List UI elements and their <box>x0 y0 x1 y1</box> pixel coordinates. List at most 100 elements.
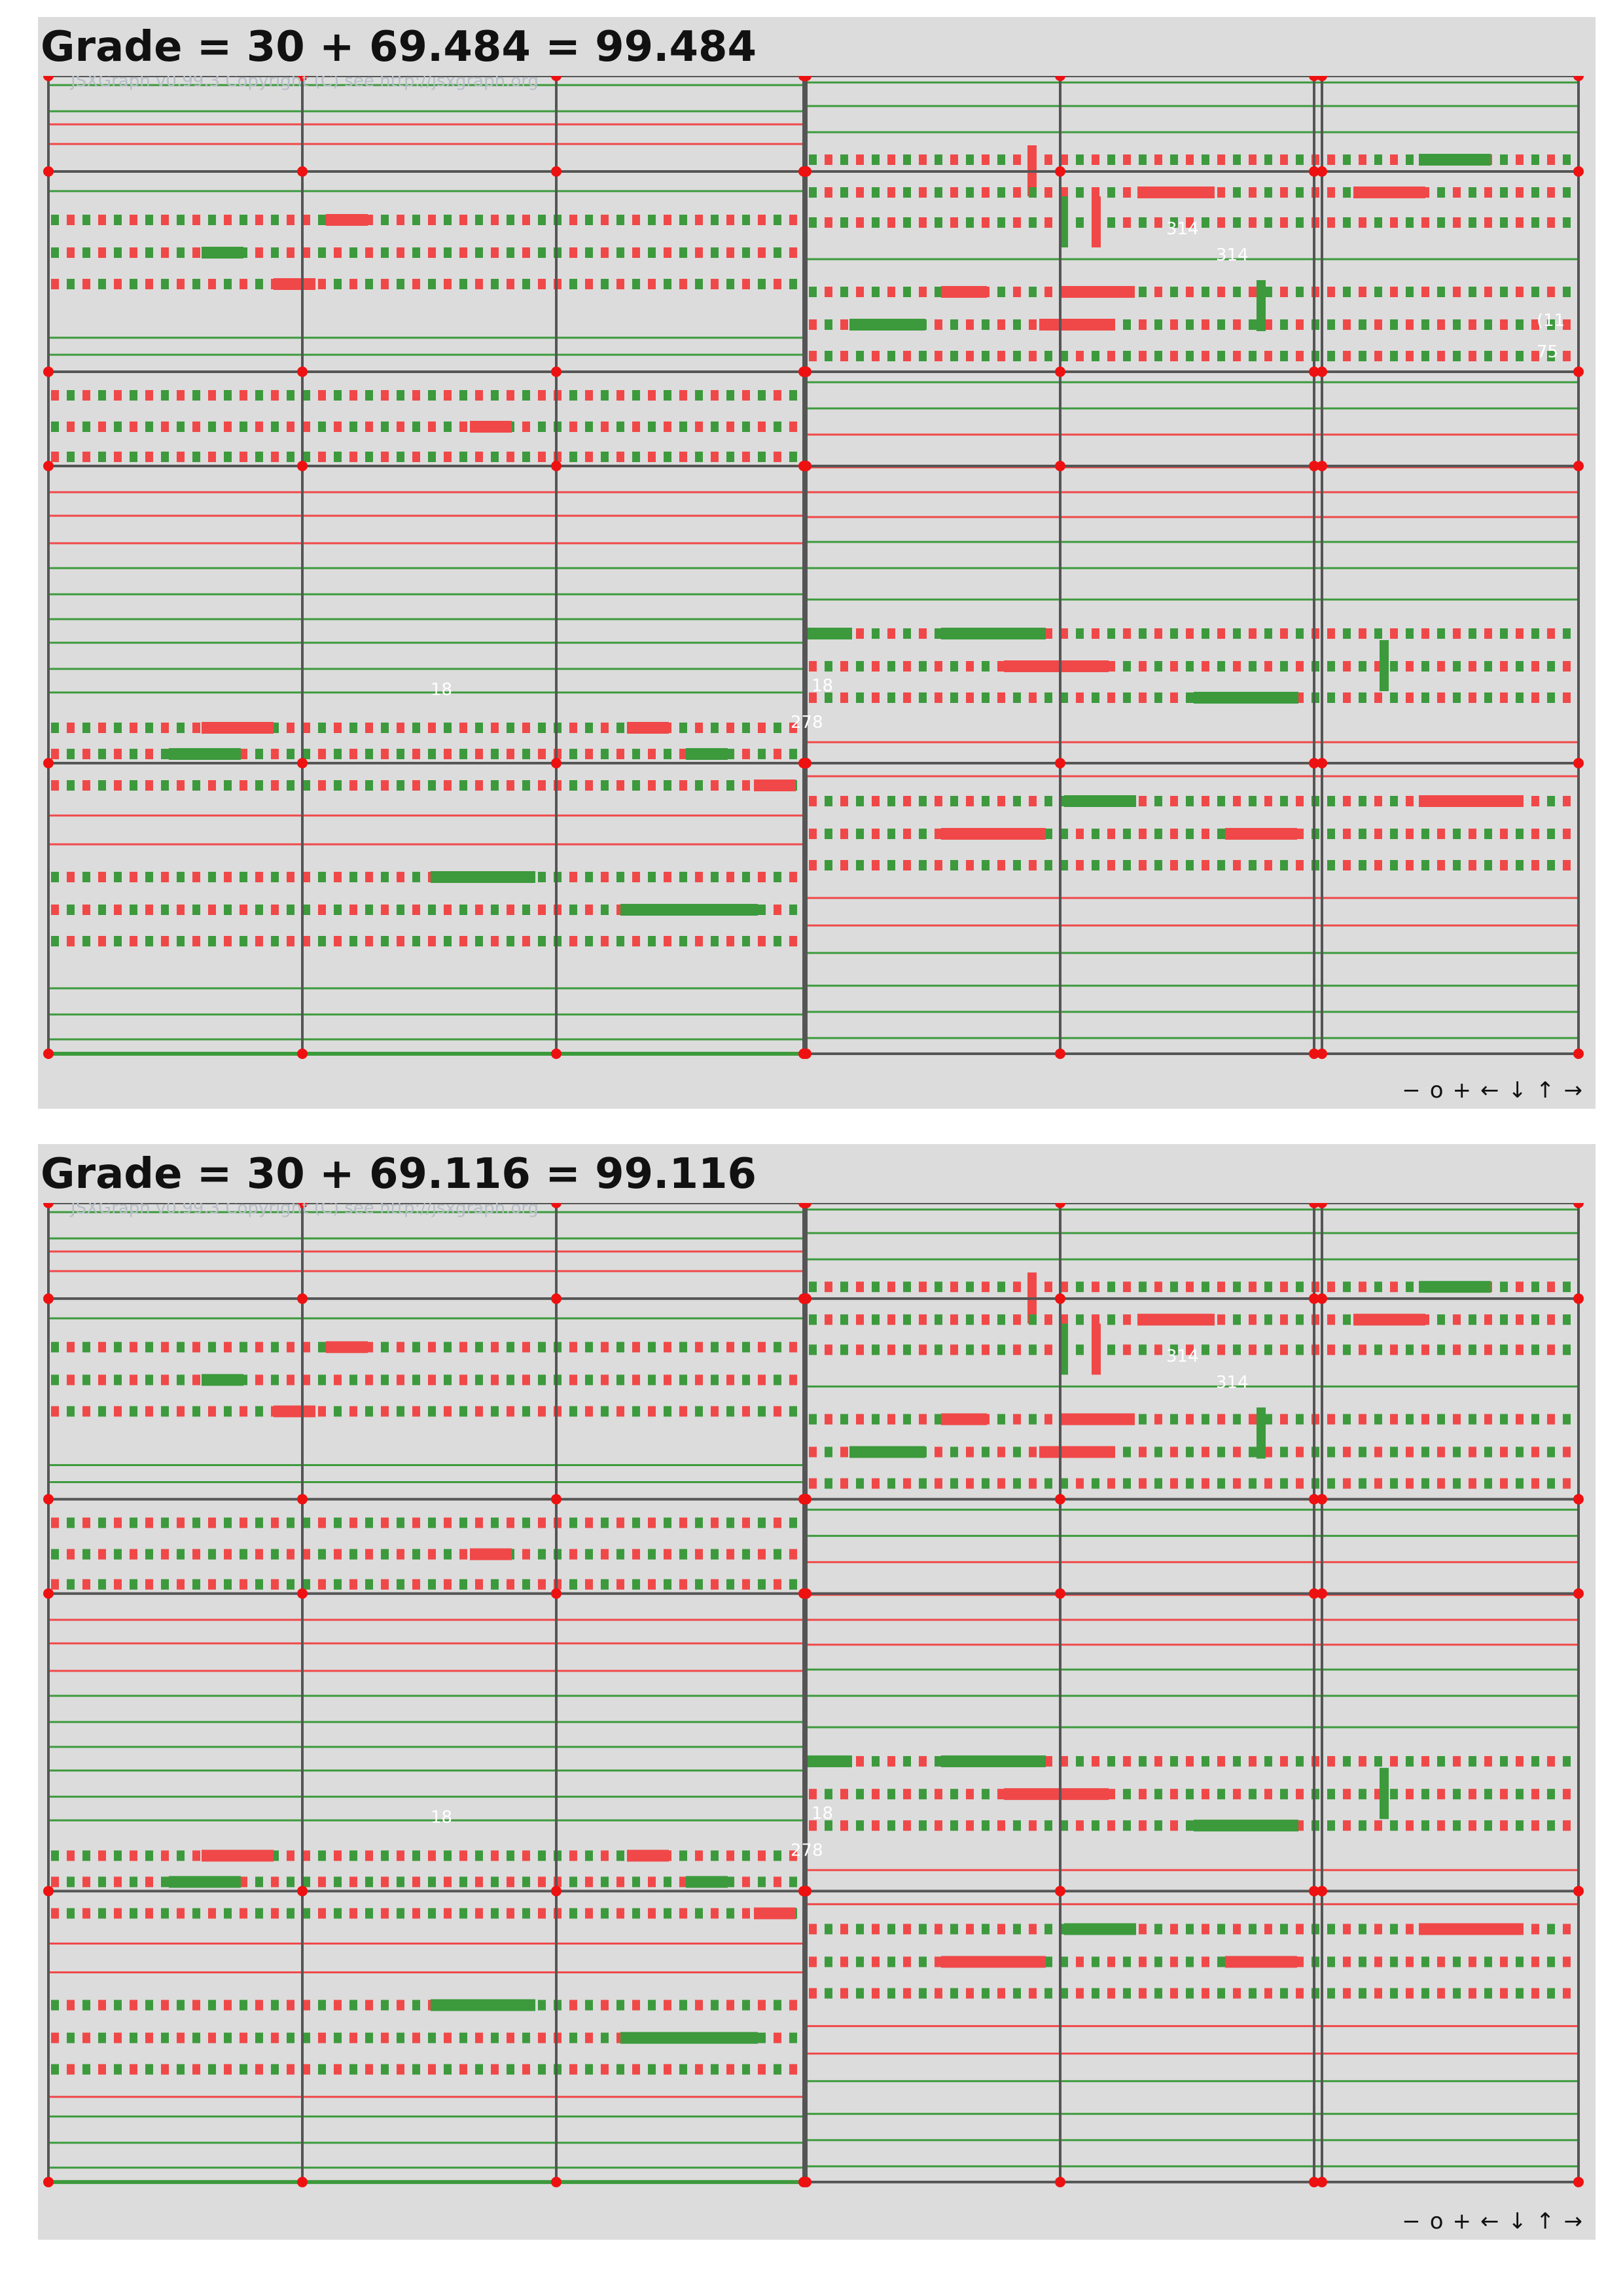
tile-bar <box>1257 1407 1266 1459</box>
jsxgraph-board[interactable]: JSXGraph v0.99.3 Copyright (C) see http:… <box>38 76 1596 1100</box>
tile-dot <box>130 905 137 915</box>
pan-up-button[interactable]: ↑ <box>1536 1077 1555 1103</box>
tile-dot <box>412 1876 420 1888</box>
pan-left-button[interactable]: ← <box>1480 2208 1499 2234</box>
tile-dot <box>1359 1282 1366 1293</box>
tile-dot <box>648 2000 656 2011</box>
tile-dot <box>774 2032 781 2043</box>
grid-point <box>1317 1293 1327 1304</box>
tile-dot <box>82 390 90 401</box>
tile-dot <box>695 1579 703 1590</box>
tile-dot <box>695 1342 703 1353</box>
tile-dot <box>711 215 719 225</box>
tile-dot <box>412 2000 420 2011</box>
tile-dot <box>1421 1446 1429 1458</box>
tile-dot <box>585 1876 593 1888</box>
tile-dot <box>919 187 927 198</box>
tile-dot <box>679 1908 687 1919</box>
tile-dot <box>177 452 185 462</box>
tile-dot <box>1296 1344 1304 1355</box>
tile-dot <box>51 1549 59 1560</box>
pan-left-button[interactable]: ← <box>1480 1077 1499 1103</box>
tile-dot <box>919 1789 927 1800</box>
tile-dot <box>271 905 279 915</box>
pan-down-button[interactable]: ↓ <box>1508 1077 1527 1103</box>
zoom-reset-button[interactable]: o <box>1429 1077 1444 1103</box>
zoom-out-button[interactable]: − <box>1402 1077 1421 1103</box>
tile-dot <box>585 1517 593 1528</box>
tile-dot <box>271 780 279 791</box>
tile-bar <box>941 1956 1046 1968</box>
tile-dot <box>1170 217 1178 228</box>
tile-dot <box>1170 796 1178 806</box>
tile-dot <box>1154 661 1162 672</box>
tile-dot <box>224 452 232 462</box>
tile-dot <box>569 2000 577 2011</box>
tile-dot <box>412 936 420 946</box>
board-label: 18 <box>812 1804 833 1823</box>
zoom-out-button[interactable]: − <box>1402 2208 1421 2234</box>
jsxgraph-board[interactable]: JSXGraph v0.99.3 Copyright (C) see http:… <box>38 1203 1596 2228</box>
tile-dot <box>82 1549 90 1560</box>
tile-dot <box>1406 661 1414 672</box>
tile-dot <box>444 1406 452 1417</box>
grid-point <box>297 76 308 81</box>
tile-dot <box>872 187 880 198</box>
tile-dot <box>255 749 263 759</box>
tile-dot <box>1154 1820 1162 1831</box>
zoom-reset-button[interactable]: o <box>1429 2208 1444 2234</box>
tile-dot <box>538 1517 546 1528</box>
tile-dot <box>177 390 185 401</box>
tile-dot <box>1374 319 1382 330</box>
tile-dot <box>695 780 703 791</box>
tile-dot <box>1123 154 1131 165</box>
tile-dot <box>507 1406 514 1417</box>
tile-dot <box>648 247 656 258</box>
tile-dot <box>51 215 59 225</box>
tile-dot <box>1280 1414 1288 1425</box>
tile-dot <box>1390 287 1398 297</box>
tile-dot <box>365 1549 373 1560</box>
tile-dot <box>428 1406 436 1417</box>
tile-dot <box>982 154 990 165</box>
tile-dot <box>935 217 942 228</box>
tile-dot <box>522 1374 530 1386</box>
tile-dot <box>240 1342 247 1353</box>
grid-point <box>1309 367 1319 377</box>
pan-down-button[interactable]: ↓ <box>1508 2208 1527 2234</box>
zoom-in-button[interactable]: + <box>1452 2208 1472 2234</box>
tile-dot <box>840 1478 848 1489</box>
tile-dot <box>98 2032 106 2043</box>
tile-dot <box>758 723 766 733</box>
tile-dot <box>935 796 942 806</box>
tile-dot <box>1217 1756 1225 1767</box>
zoom-in-button[interactable]: + <box>1452 1077 1472 1103</box>
tile-dot <box>240 936 247 946</box>
pan-up-button[interactable]: ↑ <box>1536 2208 1555 2234</box>
tile-dot <box>255 1406 263 1417</box>
tile-dot <box>1563 1314 1571 1325</box>
tile-dot <box>1013 1924 1021 1935</box>
tile-dot <box>742 422 750 432</box>
tile-dot <box>1359 287 1366 297</box>
pan-right-button[interactable]: → <box>1563 2208 1583 2234</box>
tile-dot <box>1406 1282 1414 1293</box>
tile-dot <box>302 390 310 401</box>
tile-dot <box>1390 1478 1398 1489</box>
tile-dot <box>1249 1756 1257 1767</box>
tile-dot <box>334 422 342 432</box>
pan-right-button[interactable]: → <box>1563 1077 1583 1103</box>
tile-dot <box>1217 154 1225 165</box>
tile-dot <box>872 1924 880 1935</box>
tile-dot <box>51 2032 59 2043</box>
tile-dot <box>1092 1820 1099 1831</box>
grid-point <box>297 1886 308 1897</box>
tile-dot <box>809 1924 817 1935</box>
tile-dot <box>1154 796 1162 806</box>
tile-dot <box>1123 1344 1131 1355</box>
tile-dot <box>349 723 357 733</box>
board-label: 18 <box>812 676 833 696</box>
tile-dot <box>1374 796 1382 806</box>
tile-dot <box>711 2064 719 2075</box>
tile-dot <box>459 780 467 791</box>
